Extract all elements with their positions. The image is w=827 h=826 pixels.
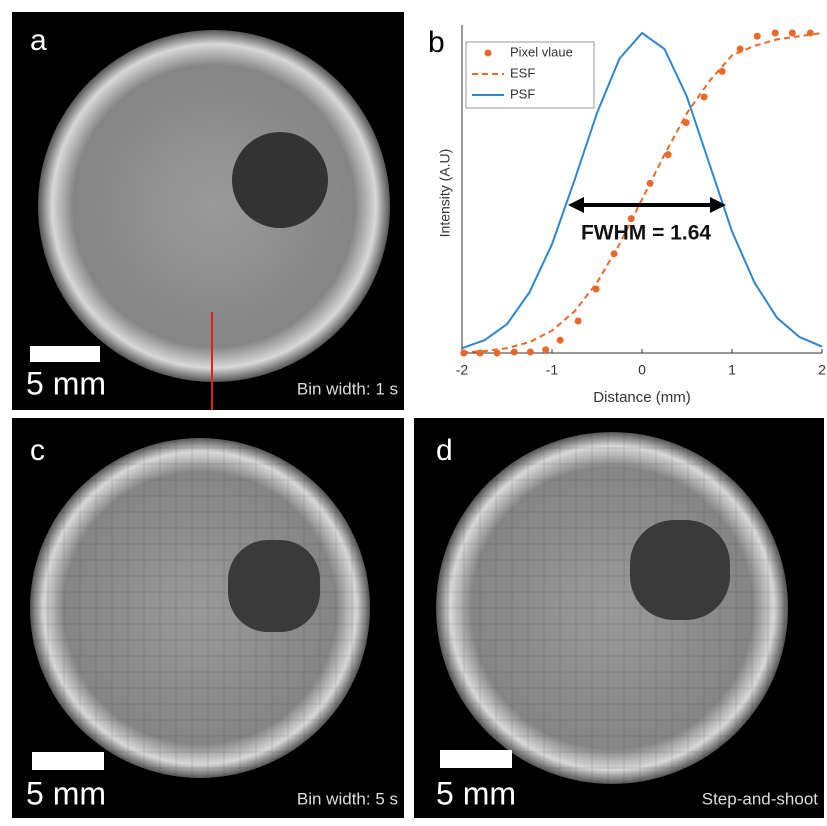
annotation: FWHM = 1.64 (581, 222, 711, 245)
x-tick-label: 2 (818, 362, 826, 378)
data-point (772, 30, 779, 37)
scale-bar (30, 346, 100, 362)
note: Bin width: 1 s (297, 379, 398, 398)
data-point (542, 346, 549, 353)
scale-bar (440, 750, 512, 768)
scale-label: 5 mm (26, 365, 106, 401)
x-tick-label: 0 (638, 362, 646, 378)
legend-label: Pixel vlaue (510, 44, 573, 59)
note: Step-and-shoot (702, 789, 819, 808)
y-axis-label: Intensity (A.U) (437, 149, 453, 238)
data-point (665, 151, 672, 158)
figure: a 5 mm Bin width: 1 s c 5 mm Bin width: … (0, 0, 827, 821)
insert (630, 520, 730, 620)
panel-label: a (30, 24, 47, 57)
scale-bar (32, 752, 104, 770)
phantom (38, 30, 390, 382)
data-point (719, 68, 726, 75)
legend-label: ESF (510, 65, 535, 80)
data-point (557, 337, 564, 344)
data-point (511, 349, 518, 356)
data-point (527, 349, 534, 356)
pixel-grid (30, 438, 370, 778)
legend-label: PSF (510, 86, 535, 101)
panel-label: d (436, 434, 453, 467)
insert (232, 132, 328, 228)
arrow-head (710, 197, 726, 213)
insert (228, 540, 320, 632)
pixel-grid (436, 432, 788, 784)
data-point (701, 94, 708, 101)
panel-label: b (428, 26, 445, 59)
data-point (754, 33, 761, 40)
data-point (575, 318, 582, 325)
data-point (789, 30, 796, 37)
scale-label: 5 mm (26, 775, 106, 811)
x-tick-label: -2 (456, 362, 469, 378)
legend-marker (485, 50, 492, 57)
x-axis-label: Distance (mm) (593, 389, 691, 406)
x-tick-label: 1 (728, 362, 736, 378)
chart: b -2 -1 0 1 2 Distance (mm) Intensity (A.U) FWHM… (428, 25, 826, 406)
panel-label: c (30, 434, 45, 467)
scale-label: 5 mm (436, 775, 516, 811)
x-tick-label: -1 (546, 362, 559, 378)
note: Bin width: 5 s (297, 789, 398, 808)
arrow-head (568, 197, 584, 213)
